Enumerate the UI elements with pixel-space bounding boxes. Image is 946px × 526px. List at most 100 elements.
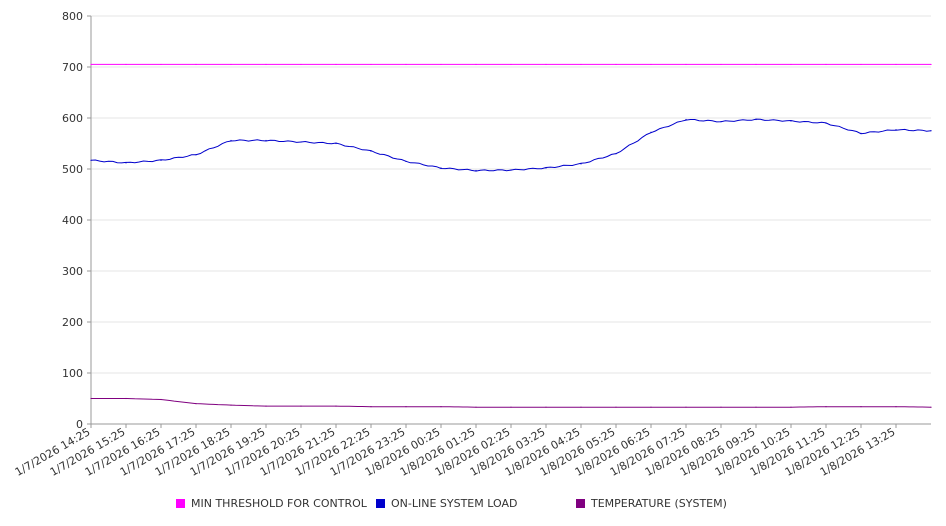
series-2-point xyxy=(545,407,546,408)
series-1-point xyxy=(650,132,651,133)
legend-item-temperature[interactable]: TEMPERATURE (SYSTEM) xyxy=(576,497,727,510)
legend-swatch-temperature xyxy=(576,499,585,508)
series-0-point xyxy=(370,64,371,65)
series-0-point xyxy=(475,64,476,65)
series-1-point xyxy=(510,169,511,170)
series-1-point xyxy=(755,119,756,120)
series-1-point xyxy=(930,130,931,131)
series-0-point xyxy=(125,64,126,65)
y-tick-label: 800 xyxy=(62,10,83,23)
series-2-point xyxy=(895,406,896,407)
series-0-point xyxy=(930,64,931,65)
series-1-point xyxy=(440,167,441,168)
y-tick-label: 200 xyxy=(62,316,83,329)
series-0-point xyxy=(790,64,791,65)
series-2-point xyxy=(790,407,791,408)
series-0-point xyxy=(685,64,686,65)
series-0-point xyxy=(440,64,441,65)
series-2-point xyxy=(125,398,126,399)
series-0-point xyxy=(650,64,651,65)
series-0-point xyxy=(545,64,546,65)
series-2-point xyxy=(860,406,861,407)
gridlines xyxy=(91,16,931,373)
legend-swatch-system-load xyxy=(376,499,385,508)
series-1-point xyxy=(545,167,546,168)
series-1-point xyxy=(370,151,371,152)
series-2-point xyxy=(90,398,91,399)
series-1-point xyxy=(825,123,826,124)
series-2-point xyxy=(615,407,616,408)
series-1-point xyxy=(195,154,196,155)
series-2-point xyxy=(510,407,511,408)
series-2-point xyxy=(405,406,406,407)
y-tick-label: 500 xyxy=(62,163,83,176)
series-0-point xyxy=(755,64,756,65)
series-2-point xyxy=(930,407,931,408)
series-0-point xyxy=(160,64,161,65)
series-2-point xyxy=(335,406,336,407)
series-0-point xyxy=(90,64,91,65)
series-2-point xyxy=(755,407,756,408)
y-axis: 0 100 200 300 400 500 600 700 800 xyxy=(62,10,91,431)
series-1-point xyxy=(160,160,161,161)
series-0-point xyxy=(615,64,616,65)
series-1-point xyxy=(685,119,686,120)
series-1-point xyxy=(90,160,91,161)
legend-swatch-min-threshold xyxy=(176,499,185,508)
x-axis: 1/7/2026 14:251/7/2026 15:251/7/2026 16:… xyxy=(13,424,931,479)
series-1-point xyxy=(615,153,616,154)
series-0-point xyxy=(895,64,896,65)
series-1-point xyxy=(230,140,231,141)
series-0-point xyxy=(195,64,196,65)
series-2-point xyxy=(685,407,686,408)
series-2-point xyxy=(370,406,371,407)
series-0-point xyxy=(510,64,511,65)
series-2-point xyxy=(265,406,266,407)
series-1-point xyxy=(580,163,581,164)
series-2-point xyxy=(475,407,476,408)
series-1-point xyxy=(475,170,476,171)
legend-item-min-threshold[interactable]: MIN THRESHOLD FOR CONTROL xyxy=(176,497,367,510)
legend: MIN THRESHOLD FOR CONTROL ON-LINE SYSTEM… xyxy=(0,497,946,515)
series-0-point xyxy=(580,64,581,65)
series-0-point xyxy=(405,64,406,65)
series-1-point xyxy=(720,121,721,122)
y-tick-label: 400 xyxy=(62,214,83,227)
series-1-point xyxy=(335,143,336,144)
series-2-point xyxy=(825,406,826,407)
series-1-point xyxy=(895,129,896,130)
series-1-point xyxy=(860,133,861,134)
series-layer xyxy=(90,64,931,408)
y-tick-label: 300 xyxy=(62,265,83,278)
series-0-point xyxy=(825,64,826,65)
series-1-point xyxy=(265,140,266,141)
series-2-point xyxy=(300,406,301,407)
series-2-point xyxy=(160,399,161,400)
y-tick-label: 700 xyxy=(62,61,83,74)
legend-label-system-load: ON-LINE SYSTEM LOAD xyxy=(391,497,517,510)
y-tick-label: 100 xyxy=(62,367,83,380)
series-1-point xyxy=(790,120,791,121)
series-2-point xyxy=(580,407,581,408)
series-0-point xyxy=(300,64,301,65)
series-2-point xyxy=(650,407,651,408)
legend-label-min-threshold: MIN THRESHOLD FOR CONTROL xyxy=(191,497,367,510)
series-line-2 xyxy=(91,399,931,408)
series-0-point xyxy=(720,64,721,65)
series-2-point xyxy=(230,405,231,406)
series-0-point xyxy=(230,64,231,65)
series-2-point xyxy=(720,407,721,408)
series-1-point xyxy=(300,141,301,142)
series-line-1 xyxy=(91,119,931,171)
legend-label-temperature: TEMPERATURE (SYSTEM) xyxy=(591,497,727,510)
y-tick-label: 600 xyxy=(62,112,83,125)
series-0-point xyxy=(860,64,861,65)
legend-item-system-load[interactable]: ON-LINE SYSTEM LOAD xyxy=(376,497,517,510)
series-2-point xyxy=(195,403,196,404)
series-0-point xyxy=(265,64,266,65)
series-0-point xyxy=(335,64,336,65)
series-2-point xyxy=(440,406,441,407)
series-1-point xyxy=(405,161,406,162)
series-1-point xyxy=(125,162,126,163)
